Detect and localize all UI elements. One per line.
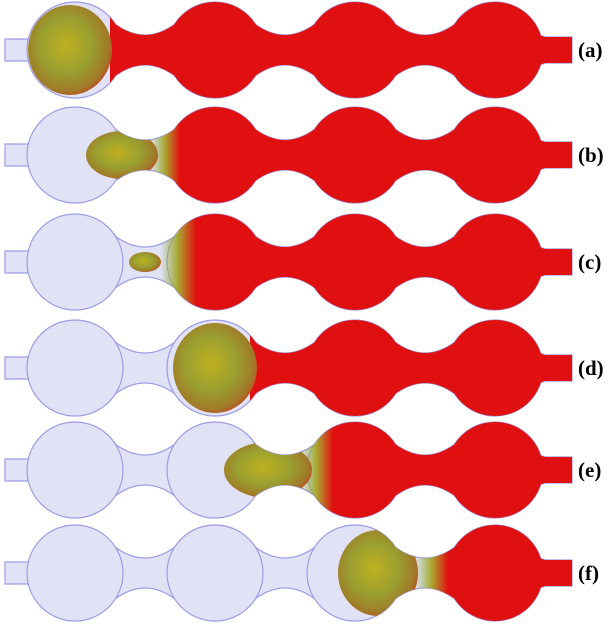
figure: (a) (b) (c) (d) (e) (f) [0, 0, 612, 625]
panel-label: (d) [578, 356, 604, 380]
filled-region [188, 202, 600, 322]
panel: (f) [5, 513, 600, 625]
panel-label: (b) [578, 143, 604, 167]
droplet [86, 131, 158, 179]
droplet [338, 530, 418, 616]
interface [415, 513, 448, 625]
panel-label: (a) [578, 38, 603, 62]
droplet [224, 442, 312, 498]
pore [167, 525, 263, 621]
panel-label: (e) [578, 458, 601, 482]
droplet [173, 323, 257, 413]
pore [27, 214, 123, 310]
throat [115, 547, 175, 599]
panel: (a) [5, 0, 603, 110]
throat [115, 342, 175, 394]
pore [27, 525, 123, 621]
fluid [86, 95, 600, 215]
fluid [338, 513, 600, 625]
pore [27, 320, 123, 416]
droplet [28, 5, 112, 95]
filled-region [440, 513, 600, 625]
fluid [28, 0, 600, 110]
panel: (c) [5, 202, 601, 322]
throat [115, 444, 175, 496]
droplet [129, 252, 161, 272]
panel: (b) [5, 95, 604, 215]
panel-label: (f) [578, 561, 599, 585]
throat [255, 547, 315, 599]
panel: (d) [5, 308, 604, 428]
filled-region [250, 308, 600, 428]
pore [27, 422, 123, 518]
filled-region [172, 95, 600, 215]
fluid [129, 202, 600, 322]
panel-label: (c) [578, 250, 601, 274]
filled-region [110, 0, 600, 110]
filled-region [325, 410, 600, 530]
fluid [224, 410, 600, 530]
panel: (e) [5, 410, 601, 530]
